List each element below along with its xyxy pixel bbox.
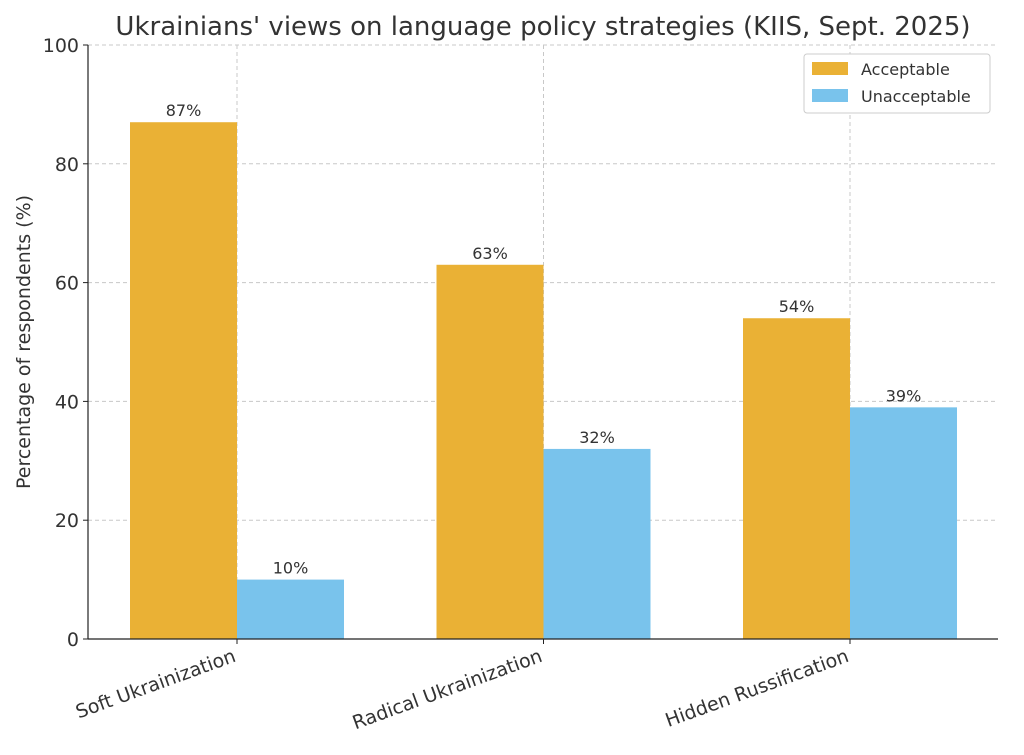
bar-unacceptable [850,407,957,639]
data-label: 32% [579,428,615,447]
y-axis-label: Percentage of respondents (%) [13,195,35,489]
bar-acceptable [743,318,850,639]
y-tick-label: 80 [55,154,79,176]
chart-title: Ukrainians' views on language policy str… [115,12,970,42]
data-label: 63% [472,244,508,263]
data-label: 10% [273,559,309,578]
legend-swatch [812,62,848,75]
x-tick-label: Soft Ukrainization [73,645,239,723]
data-label: 39% [886,386,922,405]
legend-label: Unacceptable [861,87,971,106]
data-label: 54% [779,297,815,316]
y-tick-label: 100 [43,35,79,57]
y-tick-label: 60 [55,273,79,295]
legend-box [803,53,991,114]
bar-acceptable [436,264,544,639]
data-label: 87% [166,101,202,120]
x-tick-label: Radical Ukrainization [350,645,546,734]
legend-label: Acceptable [861,60,950,79]
bar-unacceptable [543,448,651,639]
legend: Acceptable Unacceptable [803,53,991,114]
y-tick-label: 40 [55,391,79,413]
x-tick-label: Hidden Russification [662,645,851,732]
bar-acceptable [130,122,237,640]
bars: 87% 63% 54% 10% 32% 39% [130,101,957,640]
y-tick-label: 0 [67,629,79,651]
bar-unacceptable [237,579,344,639]
y-tick-label: 20 [55,510,79,532]
legend-swatch [812,89,848,102]
